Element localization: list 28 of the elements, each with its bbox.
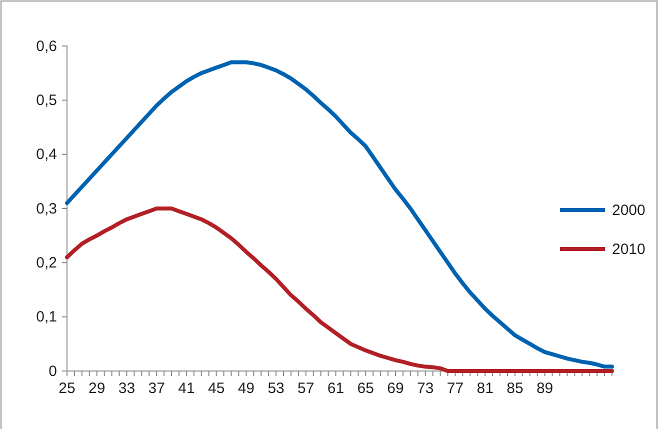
x-tick-label: 29 xyxy=(88,380,106,397)
x-tick-label: 69 xyxy=(387,380,404,397)
x-tick-label: 77 xyxy=(446,380,464,397)
y-tick-label: 0,4 xyxy=(36,146,57,164)
y-tick-label: 0,1 xyxy=(36,308,57,326)
x-tick-label: 53 xyxy=(268,380,284,397)
x-tick-label: 49 xyxy=(238,380,255,397)
y-tick-label: 0,2 xyxy=(36,254,57,272)
x-tick-label: 85 xyxy=(506,380,524,397)
y-tick-label: 0,6 xyxy=(36,38,57,55)
y-tick-label: 0,3 xyxy=(36,200,57,218)
x-tick-label: 81 xyxy=(476,380,494,397)
x-tick-label: 65 xyxy=(357,380,374,397)
y-tick-label: 0,5 xyxy=(36,92,57,109)
x-tick-label: 45 xyxy=(208,380,225,397)
x-tick-label: 37 xyxy=(148,380,165,397)
x-tick-label: 41 xyxy=(178,380,195,397)
legend-label: 2000 xyxy=(612,202,646,219)
x-tick-label: 61 xyxy=(327,380,344,397)
y-tick-label: 0 xyxy=(48,362,57,380)
x-tick-label: 33 xyxy=(118,380,136,397)
x-tick-label: 57 xyxy=(298,380,314,397)
x-tick-label: 25 xyxy=(58,380,76,397)
line-series xyxy=(65,206,614,373)
legend-label: 2010 xyxy=(612,241,646,258)
line-series xyxy=(65,60,614,369)
x-tick-label: 89 xyxy=(536,380,554,397)
x-tick-label: 73 xyxy=(417,380,434,397)
